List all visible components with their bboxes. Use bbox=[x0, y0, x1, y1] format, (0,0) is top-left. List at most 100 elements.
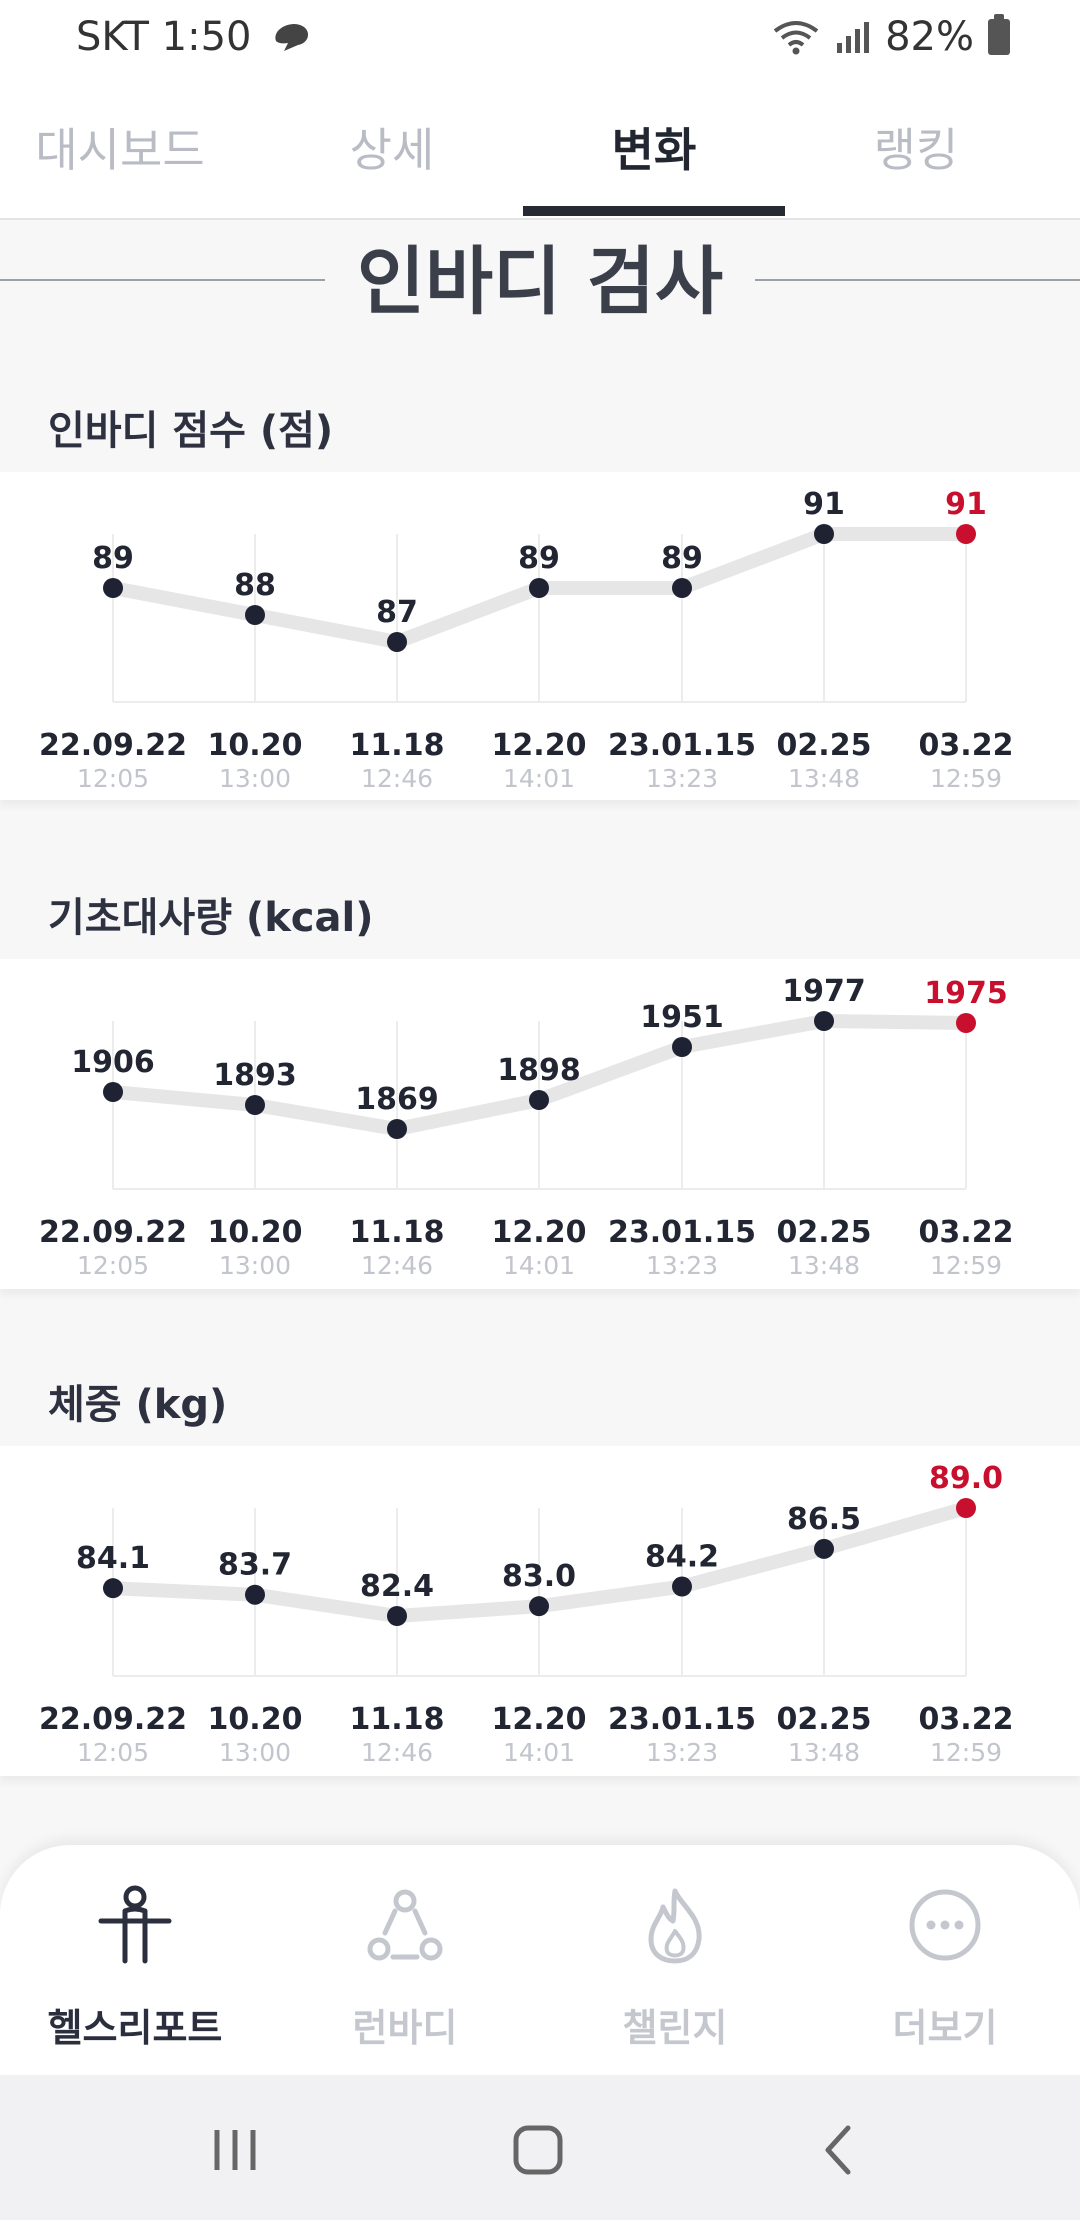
more-icon bbox=[909, 1889, 981, 1961]
home-icon[interactable] bbox=[508, 2120, 568, 2180]
section-title: 인바디 검사 bbox=[356, 239, 724, 325]
bottom-nav: 헬스리포트 런바디 챌린지 더보기 bbox=[0, 1845, 1080, 2075]
x-tick-time: 12:46 bbox=[361, 1738, 433, 1767]
x-tick-date: 12.20 bbox=[492, 1702, 587, 1737]
data-label: 1951 bbox=[640, 1000, 724, 1035]
data-point bbox=[814, 1538, 834, 1559]
data-point bbox=[672, 1037, 692, 1057]
nav-run-body[interactable]: 런바디 bbox=[270, 1885, 540, 2052]
x-tick-date: 22.09.22 bbox=[39, 728, 187, 763]
x-tick-time: 14:01 bbox=[503, 764, 575, 793]
x-tick-time: 12:05 bbox=[77, 1251, 149, 1280]
x-tick-date: 02.25 bbox=[777, 1702, 872, 1737]
tab-change[interactable]: 변화 bbox=[611, 123, 697, 177]
data-point bbox=[529, 1596, 549, 1617]
x-tick-time: 13:48 bbox=[788, 1738, 860, 1767]
data-label: 91 bbox=[803, 487, 845, 522]
data-point bbox=[387, 1606, 407, 1626]
x-tick-date: 10.20 bbox=[208, 728, 303, 763]
x-tick-date: 02.25 bbox=[777, 1215, 872, 1250]
data-point bbox=[672, 578, 692, 598]
battery-icon bbox=[988, 14, 1010, 55]
data-point bbox=[103, 578, 123, 598]
status-bar: SKT 1:50 82% bbox=[0, 0, 1080, 74]
data-label: 1893 bbox=[213, 1058, 297, 1093]
nav-health-report-label: 헬스리포트 bbox=[47, 2006, 223, 2050]
section-divider-right bbox=[755, 279, 1080, 281]
data-label: 86.5 bbox=[787, 1502, 861, 1537]
data-label: 1898 bbox=[497, 1053, 581, 1088]
nav-run-body-label: 런바디 bbox=[352, 2006, 458, 2050]
data-label: 91 bbox=[945, 487, 987, 522]
nav-challenge[interactable]: 챌린지 bbox=[540, 1885, 810, 2052]
carrier-time: SKT 1:50 bbox=[76, 14, 252, 60]
x-tick-date: 10.20 bbox=[208, 1702, 303, 1737]
nav-challenge-label: 챌린지 bbox=[622, 2006, 728, 2050]
recent-apps-icon[interactable] bbox=[205, 2120, 265, 2180]
person-icon bbox=[98, 1885, 172, 1964]
x-tick-time: 13:00 bbox=[219, 1251, 291, 1280]
wifi-icon bbox=[773, 21, 819, 55]
x-tick-date: 11.18 bbox=[350, 1702, 445, 1737]
data-label: 89 bbox=[661, 541, 703, 576]
latest-data-point bbox=[956, 524, 976, 544]
data-label: 82.4 bbox=[360, 1569, 434, 1604]
x-tick-date: 03.22 bbox=[919, 1702, 1014, 1737]
x-tick-date: 12.20 bbox=[492, 728, 587, 763]
chart-card-weight: 84.1 22.09.22 12:05 83.7 10.20 13:00 82.4 11.18… bbox=[0, 1446, 1080, 1776]
tab-ranking[interactable]: 랭킹 bbox=[873, 123, 959, 177]
active-tab-indicator bbox=[523, 206, 785, 216]
x-tick-time: 12:05 bbox=[77, 764, 149, 793]
run-body-icon bbox=[367, 1889, 443, 1961]
tab-detail[interactable]: 상세 bbox=[349, 123, 435, 177]
section-header: 인바디 검사 bbox=[0, 232, 1080, 332]
latest-data-point bbox=[956, 1013, 976, 1033]
x-tick-date: 02.25 bbox=[777, 728, 872, 763]
x-tick-time: 13:00 bbox=[219, 1738, 291, 1767]
nav-more-label: 더보기 bbox=[892, 2006, 998, 2050]
top-tabs: 대시보드 상세 변화 랭킹 bbox=[0, 74, 1080, 220]
nav-health-report[interactable]: 헬스리포트 bbox=[0, 1885, 270, 2052]
x-tick-time: 12:46 bbox=[361, 764, 433, 793]
data-label: 88 bbox=[234, 568, 276, 603]
back-icon[interactable] bbox=[810, 2120, 870, 2180]
battery-percent: 82% bbox=[885, 14, 974, 60]
x-tick-date: 03.22 bbox=[919, 728, 1014, 763]
x-tick-date: 22.09.22 bbox=[39, 1702, 187, 1737]
x-tick-date: 22.09.22 bbox=[39, 1215, 187, 1250]
data-label: 1906 bbox=[71, 1045, 155, 1080]
flame-icon bbox=[648, 1888, 702, 1964]
x-tick-time: 12:59 bbox=[930, 1738, 1002, 1767]
data-point bbox=[814, 1011, 834, 1031]
nav-more[interactable]: 더보기 bbox=[810, 1885, 1080, 2052]
data-label: 89 bbox=[518, 541, 560, 576]
x-tick-time: 12:59 bbox=[930, 1251, 1002, 1280]
data-label: 89 bbox=[92, 541, 134, 576]
data-point bbox=[387, 632, 407, 652]
data-label: 84.2 bbox=[645, 1540, 719, 1575]
x-tick-time: 12:59 bbox=[930, 764, 1002, 793]
x-tick-date: 12.20 bbox=[492, 1215, 587, 1250]
x-tick-time: 13:48 bbox=[788, 1251, 860, 1280]
data-point bbox=[103, 1082, 123, 1102]
x-tick-date: 23.01.15 bbox=[608, 1215, 756, 1250]
data-point bbox=[814, 524, 834, 544]
x-tick-time: 12:46 bbox=[361, 1251, 433, 1280]
data-label: 1975 bbox=[924, 976, 1008, 1011]
data-point bbox=[245, 605, 265, 625]
chart-card-inbody-score: 89 22.09.22 12:05 88 10.20 13:00 87 11.18 12:46 8… bbox=[0, 472, 1080, 800]
data-label: 83.7 bbox=[218, 1548, 292, 1583]
x-tick-time: 13:23 bbox=[646, 764, 718, 793]
x-tick-date: 23.01.15 bbox=[608, 728, 756, 763]
data-label: 84.1 bbox=[76, 1541, 150, 1576]
tab-dashboard[interactable]: 대시보드 bbox=[35, 123, 205, 177]
data-point bbox=[245, 1584, 265, 1605]
x-tick-date: 10.20 bbox=[208, 1215, 303, 1250]
data-point bbox=[103, 1578, 123, 1599]
chart-title-bmr: 기초대사량 (kcal) bbox=[48, 895, 374, 941]
data-label: 1977 bbox=[782, 974, 866, 1009]
x-tick-time: 14:01 bbox=[503, 1251, 575, 1280]
data-label: 89.0 bbox=[929, 1461, 1003, 1496]
